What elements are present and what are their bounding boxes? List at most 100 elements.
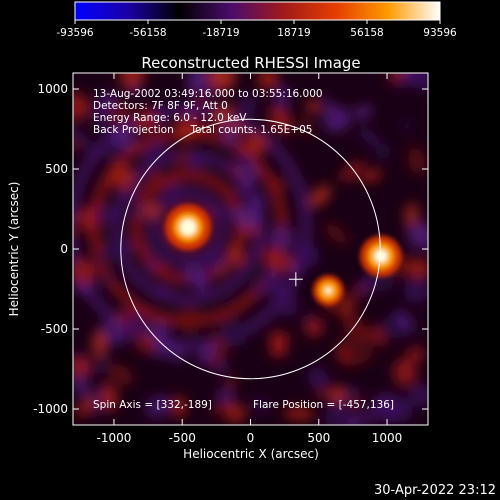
x-tick-label: 500	[307, 431, 330, 445]
y-axis-label: Heliocentric Y (arcsec)	[7, 182, 21, 317]
source-peak	[179, 219, 197, 236]
heatmap-blob	[98, 319, 130, 346]
heatmap-blob	[251, 398, 270, 412]
x-tick-label: -500	[169, 431, 196, 445]
heatmap-blob	[181, 265, 209, 289]
heatmap-blob	[375, 405, 396, 423]
heatmap-blob	[93, 205, 114, 225]
heatmap-blob	[96, 273, 117, 288]
heatmap-blob	[154, 332, 168, 345]
heatmap-blob	[73, 257, 97, 285]
heatmap-blob	[174, 147, 191, 170]
heatmap-blob	[243, 131, 268, 156]
colorbar-tick-label: -56158	[129, 27, 166, 39]
y-tick-label: -500	[41, 322, 68, 336]
heatmap-blob	[371, 325, 386, 347]
heatmap-blob	[152, 109, 168, 123]
heatmap-blob	[168, 346, 188, 361]
heatmap-blob	[135, 182, 160, 207]
heatmap-blob	[344, 350, 374, 366]
heatmap-blob	[304, 317, 324, 337]
info-line: Energy Range: 6.0 - 12.0 keV	[93, 112, 247, 124]
colorbar-ticks: -93596 -56158 -18719 18719 56158 93596	[56, 20, 457, 39]
heatmap-blob	[268, 104, 293, 134]
heatmap-blob	[108, 100, 133, 130]
heatmap-blob	[408, 146, 426, 175]
heatmap-blob	[306, 99, 320, 114]
heatmap-blob	[406, 258, 428, 279]
source-peak	[325, 287, 332, 294]
heatmap-blob	[361, 410, 376, 422]
plot-area	[72, 72, 429, 426]
heatmap-blob	[119, 73, 146, 90]
heatmap-blob	[141, 139, 168, 166]
colorbar-tick-label: 56158	[350, 27, 383, 39]
info-block: 13-Aug-2002 03:49:16.000 to 03:55:16.000…	[93, 88, 323, 136]
heatmap-blob	[92, 99, 108, 124]
heatmap-blob	[234, 164, 259, 189]
heatmap-blob	[405, 202, 419, 228]
heatmap-blob	[95, 354, 110, 374]
heatmap-blob	[278, 294, 298, 317]
info-line: Detectors: 7F 8F 9F, Att 0	[93, 100, 228, 112]
heatmap-blob	[219, 319, 247, 347]
heatmap-blob	[231, 121, 245, 135]
heatmap-image	[73, 73, 428, 425]
heatmap-blob	[339, 160, 365, 182]
x-tick-label: 1000	[372, 431, 403, 445]
heatmap-blob	[107, 363, 134, 385]
heatmap-blob	[207, 73, 236, 91]
heatmap-blob	[274, 84, 290, 110]
heatmap-blob	[94, 245, 116, 267]
heatmap-blob	[403, 277, 428, 304]
heatmap-blob	[161, 181, 183, 208]
heatmap-blob	[210, 402, 239, 415]
heatmap-blob	[400, 119, 414, 134]
heatmap-blob	[394, 309, 415, 334]
heatmap-blob	[228, 242, 245, 268]
heatmap-blob	[218, 204, 235, 216]
heatmap-blob	[269, 177, 286, 194]
colorbar	[74, 1, 441, 21]
heatmap-blob	[352, 105, 374, 120]
heatmap-blob	[145, 395, 172, 419]
heatmap-blob	[193, 154, 208, 169]
heatmap-blob	[100, 383, 118, 412]
heatmap-blob	[157, 284, 171, 298]
x-axis: -1000 -500 0 500 1000	[97, 73, 403, 445]
heatmap-blob	[73, 92, 91, 121]
heatmap-blob	[407, 346, 425, 362]
heatmap-blob	[224, 375, 238, 392]
heatmap-blob	[309, 185, 331, 208]
solar-limb-circle	[120, 118, 381, 380]
heatmap-blob	[148, 169, 162, 185]
heatmap-blob	[73, 355, 93, 378]
ring-pattern	[149, 188, 227, 266]
heatmap-blob	[375, 143, 392, 160]
heatmap-blob	[238, 95, 257, 117]
y-tick-label: 500	[45, 162, 68, 176]
spin-axis-marker	[288, 272, 303, 287]
heatmap-blob	[342, 313, 364, 335]
colorbar-tick-label: -93596	[56, 27, 94, 39]
heatmap-blob	[135, 333, 157, 354]
heatmap-blob	[202, 252, 231, 273]
colorbar-tick-label: 93596	[423, 27, 457, 39]
heatmap-blob	[209, 340, 228, 369]
heatmap-blob	[264, 279, 284, 297]
heatmap-blob	[330, 386, 346, 404]
info-line: 13-Aug-2002 03:49:16.000 to 03:55:16.000	[93, 88, 323, 100]
heatmap-blob	[342, 412, 363, 425]
heatmap-blob	[234, 153, 257, 170]
heatmap-blob	[110, 164, 136, 191]
heatmap-blob	[269, 330, 287, 358]
heatmap-blob	[178, 306, 202, 333]
x-tick-label: -1000	[97, 431, 132, 445]
y-tick-label: 0	[60, 242, 68, 256]
spin-axis-label: Spin Axis = [332,-189]	[93, 399, 212, 411]
heatmap-blob	[73, 136, 82, 153]
heatmap-blob	[321, 98, 342, 121]
heatmap-blob	[359, 273, 377, 296]
y-tick-label: 1000	[37, 82, 68, 96]
